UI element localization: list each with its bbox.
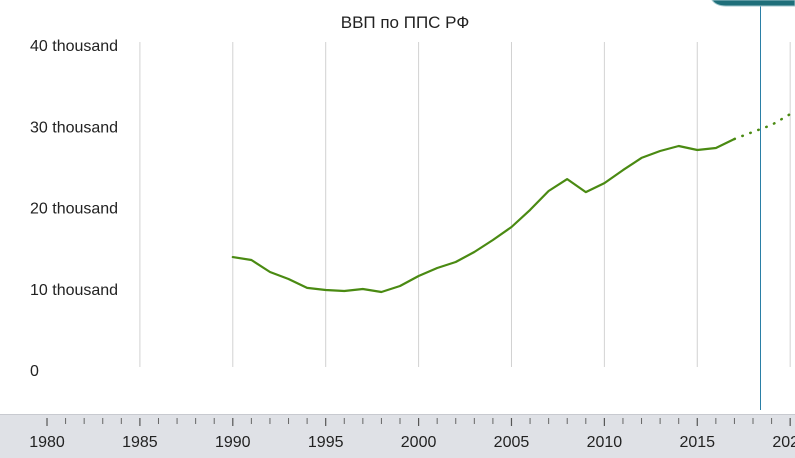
- chart-title: ВВП по ППС РФ: [341, 13, 470, 32]
- y-tick-label: 20 thousand: [30, 201, 118, 218]
- x-tick-label: 2020: [772, 434, 795, 451]
- y-tick-label: 40 thousand: [30, 38, 118, 55]
- x-tick-label: 1990: [215, 434, 251, 451]
- x-tick-label: 2010: [587, 434, 623, 451]
- x-tick-label: 1985: [122, 434, 158, 451]
- y-tick-label: 0: [30, 363, 39, 380]
- x-tick-label: 2000: [401, 434, 437, 451]
- data-line: [231, 137, 736, 294]
- x-axis-band: [0, 414, 795, 458]
- projection-line: [733, 112, 792, 141]
- y-tick-label: 30 thousand: [30, 119, 118, 136]
- grid: [139, 42, 791, 367]
- x-tick-label: 1980: [29, 434, 65, 451]
- x-tick-label: 2005: [494, 434, 530, 451]
- x-tick-label: 1995: [308, 434, 344, 451]
- plot: [231, 112, 792, 294]
- corner-button[interactable]: [711, 0, 795, 7]
- x-tick-label: 2015: [679, 434, 715, 451]
- y-tick-label: 10 thousand: [30, 282, 118, 299]
